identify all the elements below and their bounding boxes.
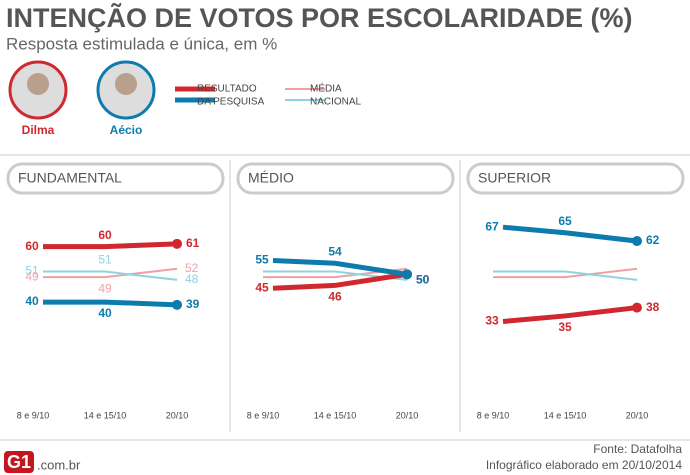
average-line [43,270,178,281]
avatar-head [115,73,137,95]
result-line [272,257,408,277]
legend-label: NACIONAL [310,97,362,108]
end-marker [172,299,182,310]
candidate-name: Dilma [22,123,55,137]
x-tick-label: 20/10 [166,410,189,420]
average-line [43,267,178,279]
value-label: 60 [25,239,39,253]
value-label: 50 [416,273,430,287]
result-line [43,299,178,308]
credit: Infográfico elaborado em 20/10/2014 [486,458,682,472]
x-tick-label: 8 e 9/10 [247,410,280,420]
result-line [502,305,638,324]
title: INTENÇÃO DE VOTOS POR ESCOLARIDADE (%) [6,2,633,33]
value-label: 55 [255,253,269,267]
average-line [493,267,638,279]
result-line [272,271,408,291]
end-marker [172,238,182,249]
end-marker [632,302,642,313]
x-tick-label: 14 e 15/10 [84,410,127,420]
value-label: 65 [558,214,572,228]
x-tick-label: 8 e 9/10 [17,410,50,420]
end-marker [632,236,642,247]
value-label: 52 [185,261,199,275]
logo: G1 [7,452,31,472]
value-label: 49 [98,281,112,295]
legend-label: DA PESQUISA [197,97,265,108]
subtitle: Resposta estimulada e única, em % [6,34,277,53]
source: Fonte: Datafolha [593,442,682,456]
panel-title-box [466,162,685,195]
value-label: 50 [416,273,430,287]
x-tick-label: 14 e 15/10 [544,410,587,420]
candidate-name: Aécio [110,123,143,137]
result-line [502,224,638,244]
value-label: 45 [255,280,269,294]
average-line [493,270,638,281]
value-label: 51 [25,264,39,278]
x-tick-label: 20/10 [626,410,649,420]
legend-label: MÉDIA [310,82,342,95]
value-label: 40 [98,306,112,320]
panel-title-box [6,162,225,195]
panel-title-box [236,162,455,195]
end-marker [402,269,412,280]
value-label: 51 [98,253,112,267]
x-tick-label: 14 e 15/10 [314,410,357,420]
value-label: 46 [328,290,342,304]
result-line [43,241,178,250]
value-label: 54 [328,244,342,258]
value-label: 33 [485,314,499,328]
x-tick-label: 8 e 9/10 [477,410,510,420]
x-tick-label: 20/10 [396,410,419,420]
domain: .com.br [37,457,81,472]
value-label: 35 [558,320,572,334]
value-label: 40 [25,294,39,308]
avatar-head [27,73,49,95]
value-label: 62 [646,233,660,247]
value-label: 61 [186,236,200,250]
value-label: 48 [185,272,199,286]
panel-title: MÉDIO [248,170,294,186]
value-label: 60 [98,228,112,242]
value-label: 49 [25,269,39,283]
panel-title: FUNDAMENTAL [18,170,122,186]
legend-label: RESULTADO [197,84,257,95]
logo-box [4,451,34,473]
value-label: 38 [646,300,660,314]
value-label: 39 [186,297,200,311]
panel-title: SUPERIOR [478,170,551,186]
value-label: 67 [485,219,499,233]
